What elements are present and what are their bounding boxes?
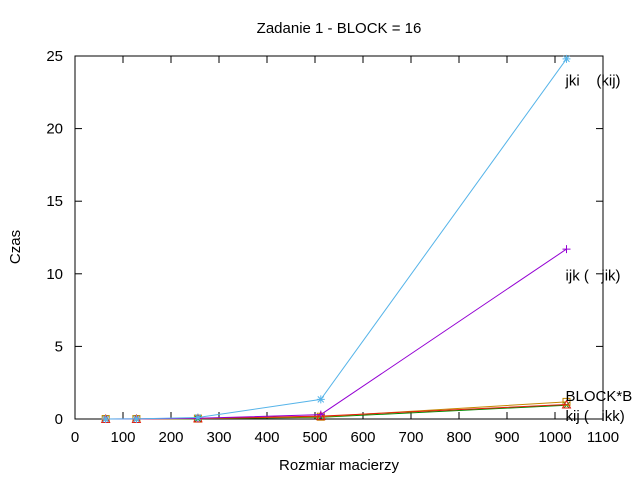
series-annotation: jki (kij) (565, 73, 621, 90)
annotations-group: jki (kij) ijk ( jik) BLOCK*B kij ( ikk) (565, 73, 633, 425)
chart-title: Zadanie 1 - BLOCK = 16 (257, 20, 422, 37)
series-group (100, 54, 572, 423)
series-annotation: ijk ( jik) (566, 267, 621, 284)
marker-square (562, 397, 571, 406)
data-point (316, 410, 325, 419)
series-annotation: kij ( ikk) (566, 408, 625, 425)
data-point (562, 245, 571, 254)
axis-ticks: 0 100 200 300 400 500 600 700 800 900 1000 1100 0 5 10… (46, 48, 619, 446)
y-tick-label: 20 (46, 121, 63, 138)
x-tick-label: 400 (254, 429, 279, 446)
marker-triangle (315, 411, 326, 421)
series-line (105, 248, 567, 420)
marker-star (101, 415, 110, 423)
marker-star (132, 414, 141, 423)
x-axis-label: Rozmiar macierzy (279, 457, 400, 474)
x-tick-label: 800 (446, 429, 471, 446)
x-tick-label: 200 (158, 429, 183, 446)
x-tick-label: 600 (350, 429, 375, 446)
marker-plus (562, 245, 571, 254)
data-point (193, 413, 202, 422)
data-point (132, 414, 141, 423)
x-tick-label: 500 (302, 429, 327, 446)
x-tick-label: 1000 (538, 429, 571, 446)
marker-triangle (561, 399, 572, 409)
x-tick-label: 700 (398, 429, 423, 446)
data-point (562, 54, 571, 63)
x-tick-label: 300 (206, 429, 231, 446)
data-point (316, 395, 325, 404)
data-point (101, 415, 110, 423)
x-tick-label: 0 (71, 429, 79, 446)
marker-star (193, 413, 202, 422)
data-point (562, 397, 571, 406)
x-tick-label: 1100 (587, 429, 619, 446)
plot-frame (74, 55, 604, 420)
marker-star (562, 54, 571, 63)
marker-star (316, 395, 325, 404)
data-point (315, 411, 326, 421)
y-tick-label: 25 (46, 48, 63, 65)
series-line (105, 58, 567, 420)
x-tick-label: 100 (110, 429, 135, 446)
y-tick-label: 15 (46, 193, 63, 210)
y-tick-label: 0 (55, 411, 63, 428)
x-tick-label: 900 (494, 429, 519, 446)
data-point (561, 399, 572, 409)
y-tick-label: 10 (46, 266, 63, 283)
series-annotation: BLOCK*B (566, 388, 633, 405)
y-axis-label: Czas (7, 230, 24, 264)
y-tick-label: 5 (55, 338, 63, 355)
marker-plus (316, 410, 325, 419)
